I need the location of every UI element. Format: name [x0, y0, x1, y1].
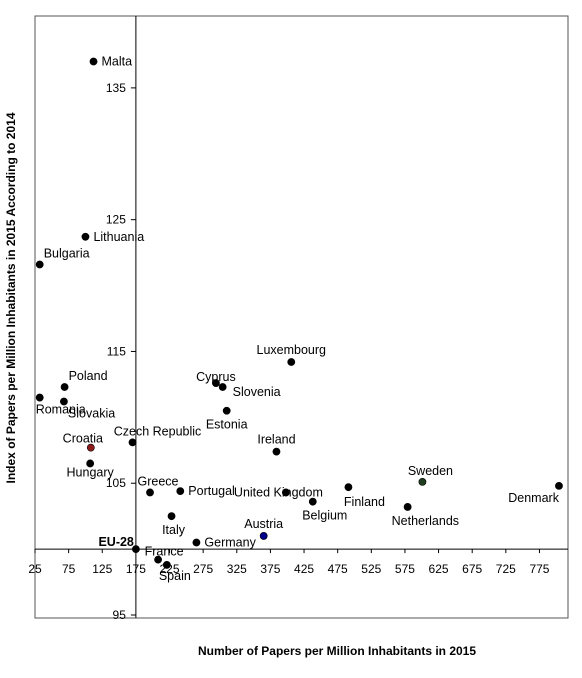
data-label: Bulgaria [44, 246, 90, 260]
data-label: Portugal [188, 484, 235, 498]
x-tick-label: 375 [260, 562, 280, 576]
x-tick-label: 775 [529, 562, 549, 576]
data-label: Malta [102, 55, 133, 69]
data-label: Ireland [257, 433, 295, 447]
data-label: Belgium [302, 509, 347, 523]
data-label: Croatia [63, 432, 103, 446]
data-label: Greece [138, 474, 179, 488]
x-tick-label: 575 [395, 562, 415, 576]
x-tick-label: 25 [28, 562, 42, 576]
data-label: France [145, 545, 184, 559]
data-point [222, 406, 231, 415]
data-label: Sweden [408, 464, 453, 478]
data-label: Poland [69, 369, 108, 383]
data-label: Finland [344, 495, 385, 509]
data-point [128, 438, 137, 447]
data-point [281, 488, 290, 497]
data-label: Lithuania [93, 230, 144, 244]
data-point [89, 57, 98, 66]
data-point [167, 512, 176, 521]
data-point [146, 488, 154, 497]
data-point [60, 383, 69, 391]
data-point [259, 532, 268, 540]
x-tick-label: 75 [62, 562, 76, 576]
data-point [272, 447, 281, 456]
data-label: Cyprus [196, 370, 236, 384]
x-tick-label: 525 [361, 562, 381, 576]
x-tick-label: 175 [126, 562, 146, 576]
data-label: Germany [204, 536, 256, 550]
data-point [192, 538, 201, 547]
chart-frame [34, 15, 569, 619]
data-point [35, 393, 44, 402]
data-point [308, 497, 317, 506]
data-label: Austria [244, 517, 283, 531]
data-point [176, 487, 185, 496]
x-tick-label: 425 [294, 562, 314, 576]
y-tick-label: 95 [113, 608, 127, 622]
y-tick-label: 135 [106, 81, 126, 95]
data-point [154, 555, 162, 564]
data-point [418, 478, 427, 486]
data-label: Estonia [206, 418, 248, 432]
data-point [555, 481, 563, 490]
data-point [86, 459, 95, 468]
data-label: EU-28 [98, 535, 133, 549]
data-point [162, 561, 171, 569]
data-point [81, 232, 90, 241]
data-points [35, 57, 563, 569]
tick-labels: 25 75 125 175 225 275 325 375 425 475 525 575 625 675… [28, 81, 549, 622]
y-tick-label: 115 [107, 344, 126, 358]
data-point [218, 383, 227, 391]
data-point [212, 379, 220, 387]
data-point [60, 397, 68, 406]
axes [34, 16, 568, 618]
y-axis-title: Index of Papers per Million Inhabitants … [4, 112, 18, 483]
data-point [403, 503, 412, 511]
data-label: Denmark [508, 491, 559, 505]
data-label: Italy [162, 523, 186, 537]
data-point [35, 260, 44, 269]
data-label: Slovenia [233, 385, 281, 399]
data-point [131, 545, 140, 554]
x-axis-title: Number of Papers per Million Inhabitants… [198, 644, 476, 658]
x-tick-label: 725 [496, 562, 516, 576]
data-label: Netherlands [392, 514, 459, 528]
x-tick-label: 275 [193, 562, 213, 576]
data-label: Hungary [67, 465, 115, 479]
data-label: United Kingdom [234, 485, 323, 499]
data-label: Luxembourg [257, 343, 327, 357]
data-label: Slovakia [68, 407, 115, 421]
data-point [86, 443, 95, 452]
data-label: Czech Republic [114, 424, 202, 438]
x-tick-label: 675 [462, 562, 482, 576]
data-label: Spain [159, 569, 191, 583]
data-label: Romania [36, 403, 86, 417]
x-tick-label: 125 [92, 562, 112, 576]
x-tick-label: 475 [328, 562, 348, 576]
y-tick-label: 125 [106, 213, 126, 227]
x-tick-label: 325 [227, 562, 247, 576]
data-point [344, 483, 353, 492]
x-tick-label: 625 [429, 562, 449, 576]
data-point [287, 358, 296, 366]
y-tick-label: 105 [106, 476, 126, 490]
